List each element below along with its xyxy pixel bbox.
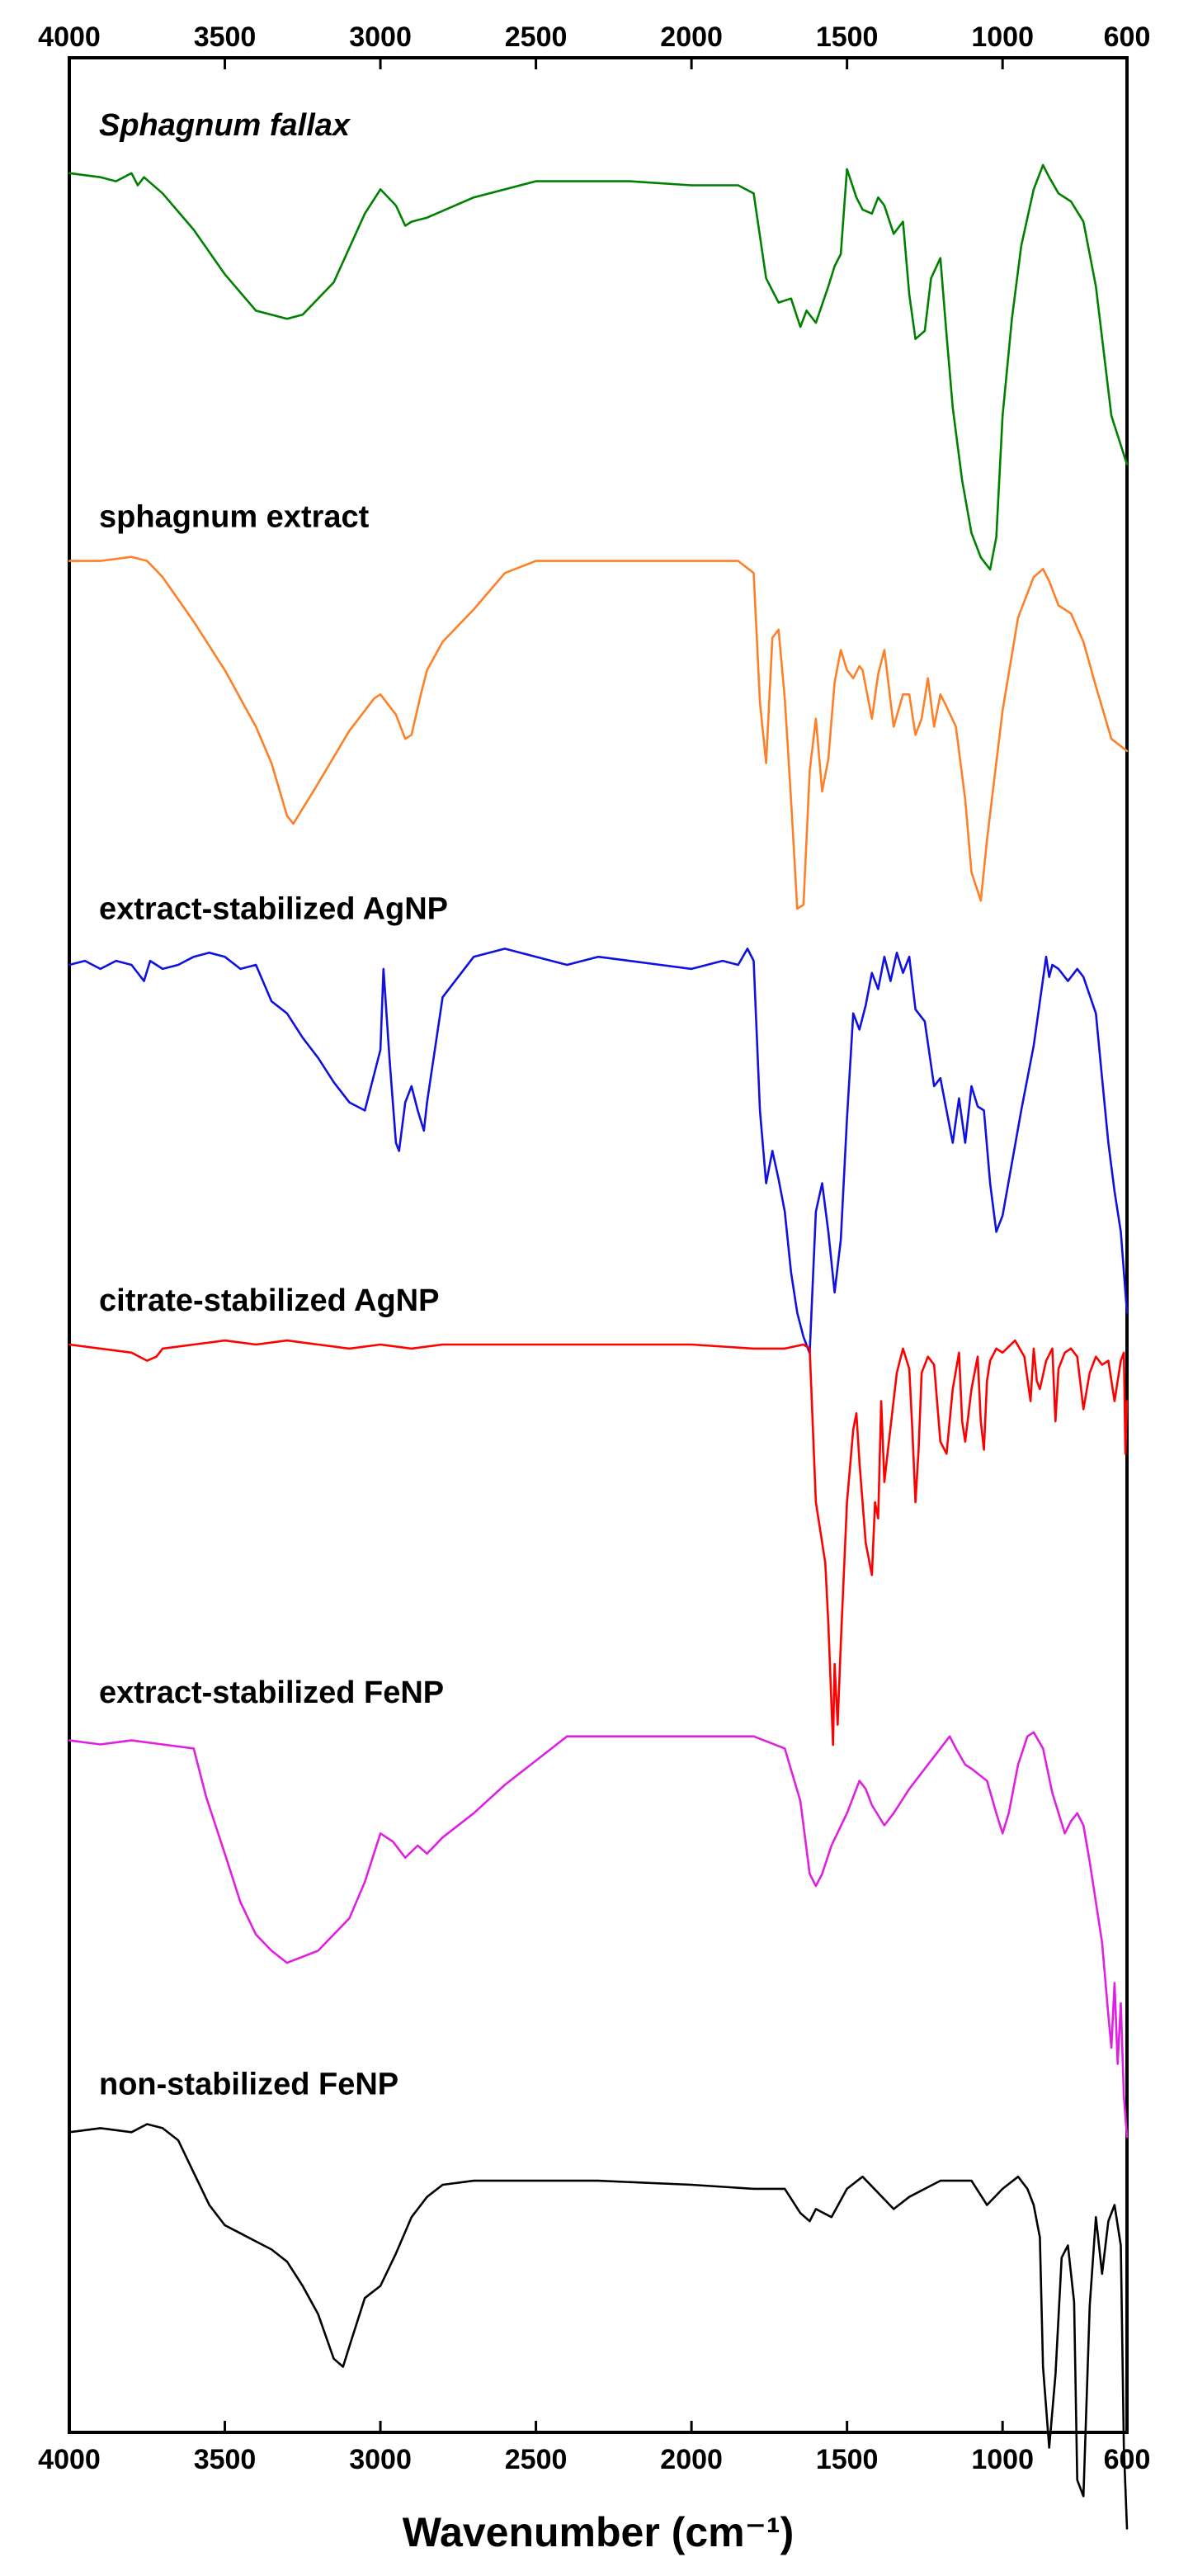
series-label-2: extract-stabilized AgNP: [99, 891, 448, 926]
bottom-tick-label-4000: 4000: [38, 2444, 101, 2475]
series-label-4: extract-stabilized FeNP: [99, 1676, 444, 1710]
bottom-tick-label-3000: 3000: [349, 2444, 412, 2475]
series-label-1: sphagnum extract: [99, 500, 370, 535]
bottom-tick-label-600: 600: [1104, 2444, 1151, 2475]
series-line-1: [68, 555, 1129, 910]
top-tick-label-3000: 3000: [349, 21, 412, 53]
top-tick-label-2000: 2000: [660, 21, 723, 53]
plot-frame: [68, 56, 1129, 2434]
top-tick-label-2500: 2500: [505, 21, 568, 53]
x-axis-title: Wavenumber (cm⁻¹): [403, 2509, 795, 2555]
series-label-3: citrate-stabilized AgNP: [99, 1283, 439, 1318]
top-tick-label-1000: 1000: [971, 21, 1034, 53]
bottom-tick-label-2000: 2000: [660, 2444, 723, 2475]
series-line-4: [68, 1731, 1129, 2139]
top-tick-label-600: 600: [1104, 21, 1151, 53]
bottom-x-axis: 4000 3500 3000 2500 2000 1500 1000 600: [38, 2421, 1150, 2475]
top-tick-label-4000: 4000: [38, 21, 101, 53]
series-line-0: [68, 163, 1129, 571]
bottom-tick-label-3500: 3500: [194, 2444, 257, 2475]
series-label-5: non-stabilized FeNP: [99, 2068, 398, 2102]
series-label-0: Sphagnum fallax: [99, 108, 351, 143]
top-tick-label-1500: 1500: [816, 21, 879, 53]
bottom-tick-label-1500: 1500: [816, 2444, 879, 2475]
bottom-tick-label-2500: 2500: [505, 2444, 568, 2475]
bottom-tick-label-1000: 1000: [971, 2444, 1034, 2475]
series-line-3: [68, 1339, 1129, 1746]
top-x-axis: 4000 3500 3000 2500 2000 1500 1000 600: [38, 21, 1150, 69]
spectra: Sphagnum fallax sphagnum extract extract-s…: [68, 108, 1129, 2530]
top-tick-label-3500: 3500: [194, 21, 257, 53]
series-line-5: [68, 2123, 1129, 2530]
series-line-2: [68, 948, 1129, 1354]
